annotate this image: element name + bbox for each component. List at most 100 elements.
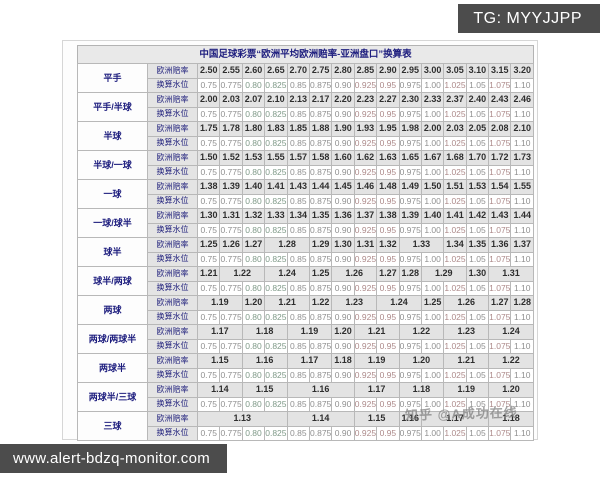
water-value-cell: 0.875 xyxy=(308,222,333,238)
odds-value-cell: 1.41 xyxy=(264,179,288,195)
odds-value-cell: 2.03 xyxy=(219,92,243,108)
odds-value-cell: 1.36 xyxy=(488,237,512,253)
odds-value-cell: 1.85 xyxy=(286,121,310,137)
water-value-cell: 0.75 xyxy=(197,425,221,441)
odds-value-cell: 1.40 xyxy=(241,179,266,195)
odds-value-cell: 1.38 xyxy=(197,179,221,195)
water-value-cell: 0.75 xyxy=(197,367,221,383)
water-value-cell: 0.825 xyxy=(264,251,288,267)
odds-value-cell: 1.54 xyxy=(488,179,512,195)
odds-value-cell: 1.45 xyxy=(331,179,355,195)
water-value-cell: 0.975 xyxy=(398,309,422,325)
water-value-cell: 0.925 xyxy=(353,193,378,209)
row-type-label-odds: 欧洲赔率 xyxy=(147,179,199,195)
odds-value-cell: 2.85 xyxy=(353,63,378,79)
water-value-cell: 1.05 xyxy=(465,193,490,209)
water-value-cell: 1.00 xyxy=(420,367,445,383)
row-type-label-water: 换算水位 xyxy=(147,251,199,267)
water-value-cell: 1.05 xyxy=(465,396,490,412)
odds-value-cell: 1.88 xyxy=(308,121,333,137)
water-value-cell: 1.075 xyxy=(488,396,512,412)
odds-value-cell: 1.28 xyxy=(398,266,422,282)
odds-value-cell: 2.20 xyxy=(331,92,355,108)
water-value-cell: 0.875 xyxy=(308,280,333,296)
odds-value-cell: 3.10 xyxy=(465,63,490,79)
water-value-cell: 1.00 xyxy=(420,396,445,412)
odds-value-cell: 1.17 xyxy=(197,324,243,340)
water-value-cell: 0.75 xyxy=(197,222,221,238)
odds-value-cell: 1.60 xyxy=(331,150,355,166)
water-value-cell: 1.05 xyxy=(465,135,490,151)
odds-value-cell: 1.35 xyxy=(465,237,490,253)
odds-value-cell: 2.60 xyxy=(241,63,266,79)
telegram-handle-badge: TG: MYYJJPP xyxy=(458,4,600,33)
water-value-cell: 1.00 xyxy=(420,425,445,441)
water-value-cell: 0.85 xyxy=(286,425,310,441)
water-value-cell: 0.85 xyxy=(286,135,310,151)
odds-value-cell: 1.41 xyxy=(443,208,467,224)
water-value-cell: 0.825 xyxy=(264,164,288,180)
odds-value-cell: 1.93 xyxy=(353,121,378,137)
water-value-cell: 0.80 xyxy=(241,164,266,180)
water-value-cell: 0.825 xyxy=(264,193,288,209)
odds-value-cell: 1.25 xyxy=(420,295,445,311)
water-value-cell: 0.875 xyxy=(308,251,333,267)
odds-value-cell: 1.18 xyxy=(488,411,534,427)
water-value-cell: 0.825 xyxy=(264,280,288,296)
row-type-label-water: 换算水位 xyxy=(147,222,199,238)
odds-value-cell: 1.25 xyxy=(197,237,221,253)
water-value-cell: 1.05 xyxy=(465,106,490,122)
odds-value-cell: 2.10 xyxy=(510,121,534,137)
water-value-cell: 0.775 xyxy=(219,425,243,441)
water-value-cell: 1.025 xyxy=(443,222,467,238)
odds-value-cell: 1.27 xyxy=(241,237,266,253)
water-value-cell: 0.90 xyxy=(331,164,355,180)
water-value-cell: 0.825 xyxy=(264,425,288,441)
odds-value-cell: 2.65 xyxy=(264,63,288,79)
water-value-cell: 0.95 xyxy=(376,338,400,354)
water-value-cell: 1.025 xyxy=(443,280,467,296)
row-type-label-odds: 欧洲赔率 xyxy=(147,353,199,369)
handicap-label: 两球半 xyxy=(76,353,149,383)
water-value-cell: 0.875 xyxy=(308,309,333,325)
water-value-cell: 0.825 xyxy=(264,309,288,325)
water-value-cell: 0.775 xyxy=(219,193,243,209)
odds-value-cell: 1.27 xyxy=(376,266,400,282)
odds-value-cell: 1.39 xyxy=(219,179,243,195)
water-value-cell: 0.90 xyxy=(331,367,355,383)
row-type-label-odds: 欧洲赔率 xyxy=(147,150,199,166)
odds-value-cell: 2.13 xyxy=(286,92,310,108)
water-value-cell: 0.95 xyxy=(376,396,400,412)
odds-value-cell: 1.72 xyxy=(488,150,512,166)
water-value-cell: 0.775 xyxy=(219,309,243,325)
water-value-cell: 0.95 xyxy=(376,222,400,238)
water-value-cell: 0.975 xyxy=(398,106,422,122)
water-value-cell: 0.875 xyxy=(308,338,333,354)
odds-value-cell: 1.24 xyxy=(488,324,534,340)
water-value-cell: 1.025 xyxy=(443,164,467,180)
water-value-cell: 1.05 xyxy=(465,164,490,180)
water-value-cell: 0.975 xyxy=(398,338,422,354)
table-wrap: 中国足球彩票“欧洲平均欧洲赔率-亚洲盘口”换算表 平手 欧洲赔率 2.50 2.55 2… xyxy=(76,45,534,441)
odds-value-cell: 1.36 xyxy=(331,208,355,224)
water-value-cell: 0.825 xyxy=(264,222,288,238)
odds-value-cell: 2.40 xyxy=(465,92,490,108)
water-value-cell: 0.80 xyxy=(241,425,266,441)
water-value-cell: 0.80 xyxy=(241,222,266,238)
water-value-cell: 1.10 xyxy=(510,396,534,412)
odds-value-cell: 1.22 xyxy=(308,295,333,311)
odds-value-cell: 1.13 xyxy=(197,411,288,427)
odds-value-cell: 1.62 xyxy=(353,150,378,166)
odds-value-cell: 2.07 xyxy=(241,92,266,108)
odds-value-cell: 3.15 xyxy=(488,63,512,79)
water-value-cell: 0.90 xyxy=(331,106,355,122)
water-value-cell: 0.775 xyxy=(219,280,243,296)
odds-value-cell: 1.65 xyxy=(398,150,422,166)
water-value-cell: 0.775 xyxy=(219,396,243,412)
water-value-cell: 1.025 xyxy=(443,396,467,412)
water-value-cell: 1.05 xyxy=(465,367,490,383)
water-value-cell: 1.10 xyxy=(510,106,534,122)
odds-value-cell: 1.42 xyxy=(465,208,490,224)
water-value-cell: 1.00 xyxy=(420,135,445,151)
water-value-cell: 0.875 xyxy=(308,135,333,151)
